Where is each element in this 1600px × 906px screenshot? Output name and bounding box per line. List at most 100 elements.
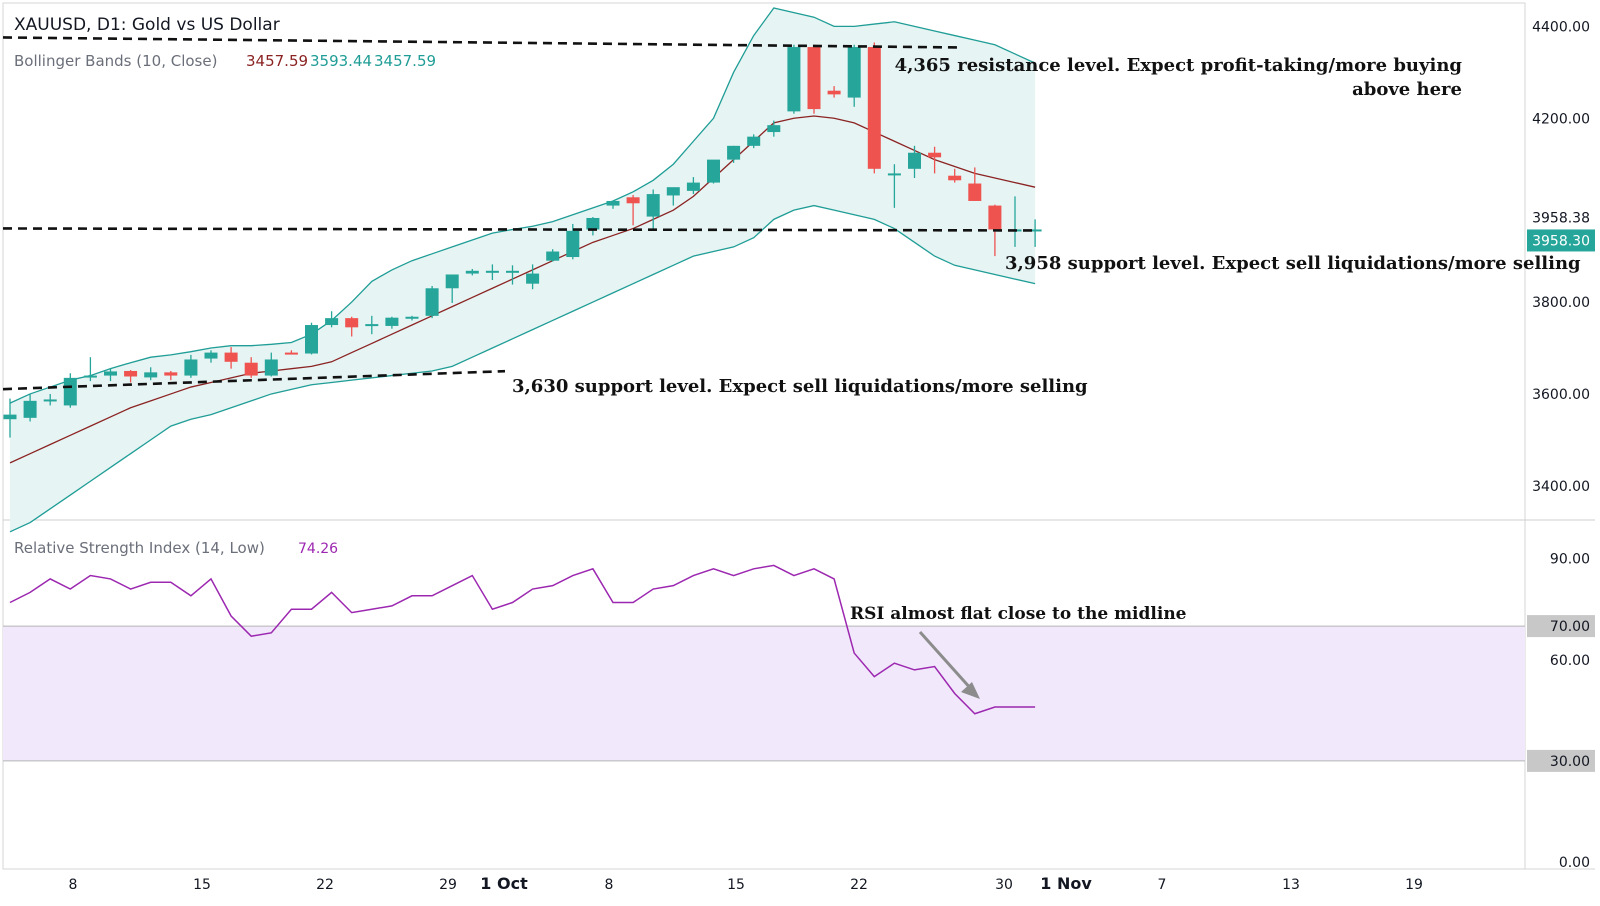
candle[interactable] xyxy=(63,373,77,408)
candle-body xyxy=(445,274,459,289)
candle-body xyxy=(867,47,881,169)
candle-body xyxy=(325,318,339,326)
rsi-value: 74.26 xyxy=(298,541,338,557)
candle-body xyxy=(707,159,720,183)
time-tick-label: 1 Nov xyxy=(1040,874,1092,893)
candle[interactable] xyxy=(867,42,881,174)
candle-body xyxy=(425,288,439,316)
candle[interactable] xyxy=(727,145,741,163)
candle-body xyxy=(164,372,178,376)
candle[interactable] xyxy=(144,367,158,381)
current-price-tag-bg xyxy=(1527,229,1595,252)
candle-body xyxy=(124,370,138,377)
level-label: above here xyxy=(1352,79,1462,100)
candle[interactable] xyxy=(445,274,459,303)
candle[interactable] xyxy=(365,315,379,335)
candle-body xyxy=(787,47,801,112)
candle[interactable] xyxy=(485,264,499,280)
candle-body xyxy=(3,414,17,420)
candle[interactable] xyxy=(104,368,117,382)
candle[interactable] xyxy=(968,167,982,201)
level-line[interactable] xyxy=(2,369,506,391)
candle[interactable] xyxy=(787,44,801,114)
candle[interactable] xyxy=(23,393,37,422)
candle[interactable] xyxy=(506,265,519,285)
candle-body xyxy=(727,145,741,160)
time-tick-label: 8 xyxy=(69,877,78,893)
candle[interactable] xyxy=(887,164,901,208)
candle[interactable] xyxy=(3,398,17,438)
candle-body xyxy=(83,375,97,378)
candle[interactable] xyxy=(586,217,600,236)
bollinger-lower-value: 3457.59 xyxy=(374,52,436,70)
candle[interactable] xyxy=(345,316,359,337)
candle-body xyxy=(305,325,318,354)
candle-body xyxy=(63,377,77,406)
rsi-tick-label: 0.00 xyxy=(1559,855,1590,871)
candle[interactable] xyxy=(305,322,318,355)
candle[interactable] xyxy=(244,357,258,378)
candle-body xyxy=(807,47,821,110)
bollinger-upper-line xyxy=(9,7,1036,404)
candle[interactable] xyxy=(526,264,540,290)
rsi-band-tag-bg xyxy=(1527,615,1595,638)
candle-body xyxy=(204,352,218,359)
last-price-tag: 3958.38 xyxy=(1532,210,1590,226)
rsi-tick-label: 90.00 xyxy=(1550,552,1590,568)
bollinger-legend: Bollinger Bands (10, Close) 3457.59 3593… xyxy=(14,52,436,70)
candle[interactable] xyxy=(124,370,138,383)
candle[interactable] xyxy=(747,134,761,149)
time-tick-label: 15 xyxy=(727,877,745,893)
time-tick-label: 13 xyxy=(1282,877,1300,893)
candle[interactable] xyxy=(465,268,479,276)
candle[interactable] xyxy=(707,159,720,184)
rsi-line[interactable] xyxy=(9,564,1036,715)
level-label: 3,630 support level. Expect sell liquida… xyxy=(512,376,1088,397)
candle-body xyxy=(345,318,359,328)
candle[interactable] xyxy=(264,352,278,377)
time-tick-label: 1 Oct xyxy=(480,874,528,893)
candle[interactable] xyxy=(686,177,700,195)
candle[interactable] xyxy=(204,350,218,363)
candle[interactable] xyxy=(646,189,660,229)
candle-body xyxy=(43,399,57,402)
candle-body xyxy=(284,352,298,355)
candle[interactable] xyxy=(827,86,841,98)
candle[interactable] xyxy=(1028,219,1042,247)
bollinger-basis-line xyxy=(9,115,1036,464)
level-line[interactable] xyxy=(2,36,961,49)
candle[interactable] xyxy=(847,44,861,107)
candle[interactable] xyxy=(405,315,419,321)
candle[interactable] xyxy=(546,249,560,262)
price-tick-label: 3800.00 xyxy=(1532,295,1590,311)
candle[interactable] xyxy=(425,285,439,319)
candle[interactable] xyxy=(606,200,620,209)
candle-body xyxy=(184,359,198,376)
candle-body xyxy=(506,270,519,273)
candle-body xyxy=(606,200,620,206)
candle[interactable] xyxy=(164,370,178,381)
candle[interactable] xyxy=(928,146,942,174)
candle[interactable] xyxy=(284,350,298,355)
candle[interactable] xyxy=(385,316,399,329)
rsi-annotation: RSI almost flat close to the midline xyxy=(850,604,1187,624)
price-tick-label: 3400.00 xyxy=(1532,479,1590,495)
candle[interactable] xyxy=(948,168,962,183)
candle[interactable] xyxy=(566,223,580,260)
candle[interactable] xyxy=(666,187,680,206)
rsi-arrow-head xyxy=(961,682,980,699)
candle[interactable] xyxy=(325,311,339,328)
candle[interactable] xyxy=(626,195,640,226)
candle[interactable] xyxy=(43,393,57,406)
rsi-band-tag: 30.00 xyxy=(1550,754,1590,770)
candle[interactable] xyxy=(83,357,97,382)
candle-body xyxy=(405,316,419,319)
candle[interactable] xyxy=(908,145,921,178)
candle[interactable] xyxy=(807,44,821,114)
candle[interactable] xyxy=(224,347,238,369)
candle[interactable] xyxy=(184,354,198,378)
candle[interactable] xyxy=(767,120,781,137)
level-line[interactable] xyxy=(2,227,1036,232)
